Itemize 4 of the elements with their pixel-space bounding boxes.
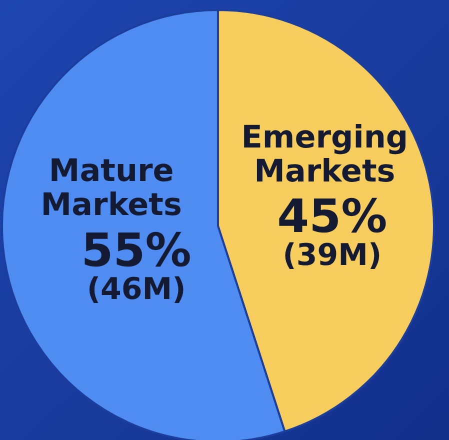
slice-label: Mature Markets <box>40 153 182 224</box>
data-label: 55% (46M) <box>81 222 192 307</box>
data-label: 45% (39M) <box>277 189 388 274</box>
slice-label: Emerging Markets <box>241 119 408 190</box>
